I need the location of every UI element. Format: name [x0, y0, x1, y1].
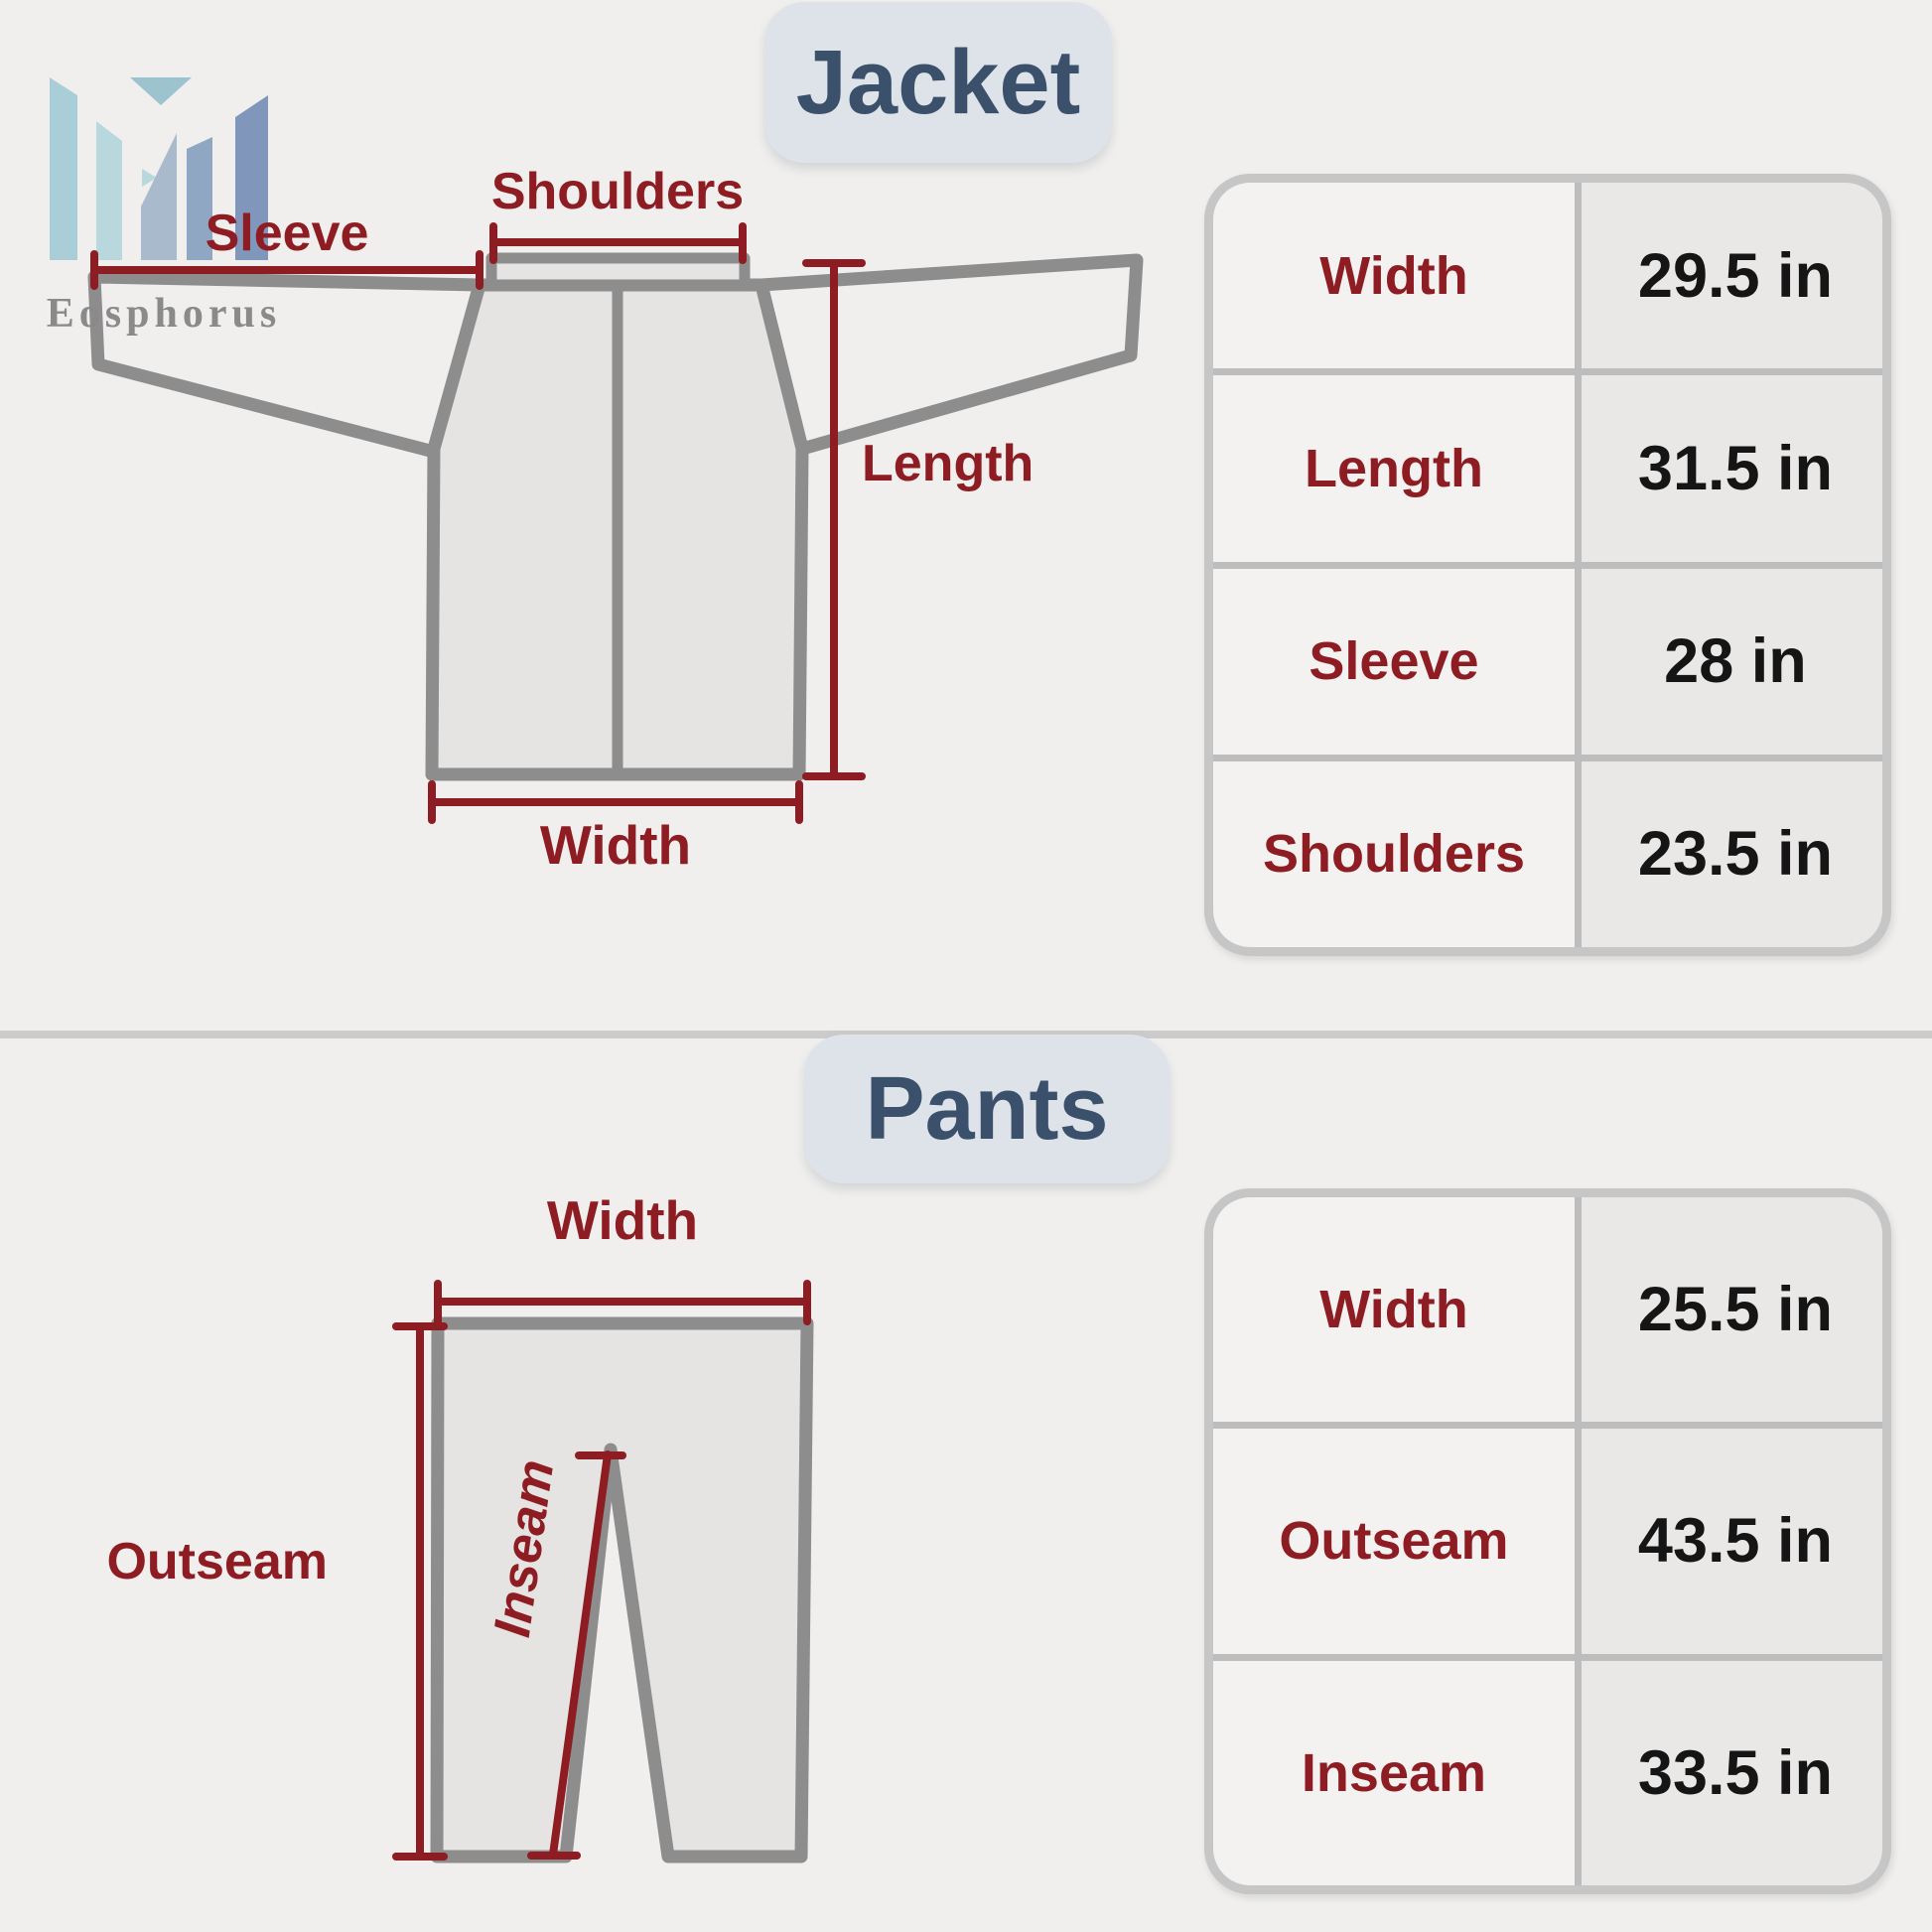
table-value: 31.5 in [1581, 375, 1882, 562]
table-label: Outseam [1213, 1429, 1575, 1654]
jacket-right-sleeve [755, 253, 1144, 456]
table-value: 23.5 in [1581, 760, 1882, 947]
logo-bar [96, 121, 122, 260]
table-label: Inseam [1213, 1660, 1575, 1885]
logo-bar [235, 95, 268, 260]
outseam-dimension-line [392, 1322, 448, 1861]
logo-bar [50, 77, 77, 260]
logo-bar [141, 133, 177, 260]
table-value: 43.5 in [1581, 1429, 1882, 1654]
shoulders-dimension-line [489, 222, 747, 264]
table-label: Width [1213, 183, 1575, 369]
table-value: 29.5 in [1581, 183, 1882, 369]
logo-triangle [142, 169, 157, 187]
jacket-measurement-diagram: Sleeve Shoulders Length Width [50, 77, 1144, 876]
jacket-width-dimension-line [428, 780, 803, 824]
table-label: Length [1213, 375, 1575, 562]
length-label: Length [862, 435, 1034, 492]
table-value: 25.5 in [1581, 1197, 1882, 1423]
pants-section-title: Pants [804, 1035, 1170, 1183]
inseam-dimension-line [527, 1450, 626, 1860]
brand-logo-icon [50, 77, 268, 260]
sleeve-dimension-line [90, 250, 483, 290]
jacket-section-title: Jacket [764, 2, 1112, 163]
jacket-width-label: Width [540, 814, 691, 876]
jacket-title-text: Jacket [795, 31, 1081, 133]
pants-outline [430, 1316, 814, 1863]
table-label: Sleeve [1213, 568, 1575, 755]
pants-width-label: Width [547, 1189, 698, 1251]
pants-size-table: Width 25.5 in Outseam 43.5 in Inseam 33.… [1204, 1188, 1891, 1894]
jacket-size-table: Width 29.5 in Length 31.5 in Sleeve 28 i… [1204, 174, 1891, 956]
outseam-label: Outseam [106, 1533, 328, 1590]
pants-title-text: Pants [865, 1058, 1109, 1159]
table-value: 28 in [1581, 568, 1882, 755]
brand-name: Eosphorus [46, 291, 282, 337]
pants-measurement-diagram: Width Outseam Inseam [106, 1189, 814, 1863]
table-label: Width [1213, 1197, 1575, 1423]
table-value: 33.5 in [1581, 1660, 1882, 1885]
logo-triangle [130, 77, 192, 105]
table-label: Shoulders [1213, 760, 1575, 947]
logo-bar [187, 137, 212, 260]
pants-width-dimension-line [434, 1280, 811, 1325]
sleeve-label: Sleeve [206, 205, 369, 262]
length-dimension-line [802, 259, 866, 780]
shoulders-label: Shoulders [491, 163, 744, 220]
